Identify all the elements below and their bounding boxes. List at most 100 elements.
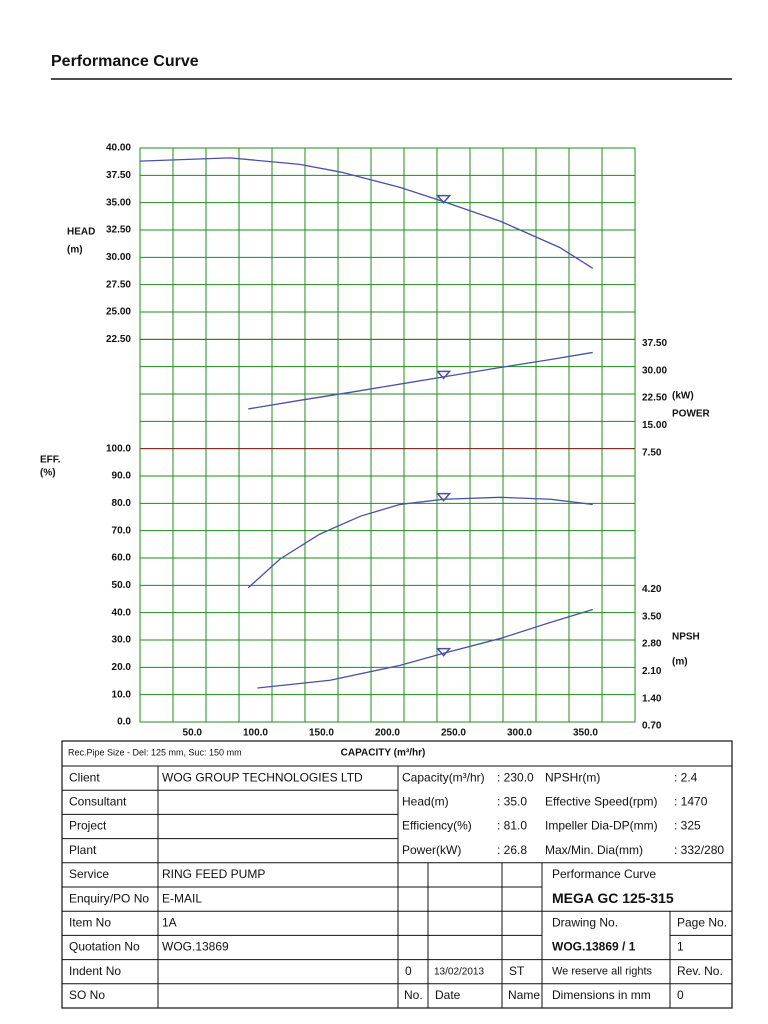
y-tick-label: 10.0 (112, 689, 132, 700)
field-value: 1A (162, 915, 177, 929)
y-tick-label: 37.50 (106, 170, 131, 181)
field-value: WOG.13869 (162, 940, 229, 954)
y-tick-label: 50.0 (112, 580, 132, 591)
curve (247, 496, 593, 589)
field-label: Service (69, 867, 109, 881)
field-label: Client (69, 770, 100, 784)
y2-tick-label: 4.20 (642, 584, 662, 595)
y-tick-label: 27.50 (106, 279, 131, 290)
revision-entry: ST (509, 964, 525, 978)
y-tick-label: 30.00 (106, 252, 131, 263)
field-label: Item No (69, 915, 111, 929)
rated-point (435, 370, 452, 380)
duty-value: : 81.0 (497, 819, 527, 833)
chart: 40.00 37.50 35.00 32.50 30.00 27.50 25.00 22.50… (40, 143, 711, 739)
plot-frame (139, 147, 636, 723)
y2-tick-label: 1.40 (642, 693, 662, 704)
title-block-text: We reserve all rights (552, 966, 653, 978)
duty-value: : 230.0 (497, 770, 534, 784)
y-tick-label: 22.50 (106, 334, 131, 345)
title-block-text: Drawing No. (552, 915, 618, 929)
y2-tick-label: 37.50 (642, 338, 667, 349)
x-tick-label: 150.0 (309, 728, 334, 739)
pump-value: : 2.4 (674, 770, 698, 784)
axis-unit: (m) (672, 657, 688, 668)
rated-point (435, 492, 452, 502)
x-tick-label: 300.0 (507, 728, 532, 739)
curve (257, 608, 593, 689)
field-label: Enquiry/PO No (69, 891, 149, 905)
x-tick-label: 50.0 (183, 728, 203, 739)
title-block-text: Performance Curve (552, 867, 656, 881)
title-block-text: Rev. No. (677, 964, 723, 978)
y-tick-label: 70.0 (112, 525, 132, 536)
rated-point (435, 194, 452, 204)
spec-table: Rec.Pipe Size - Del: 125 mm, Suc: 150 mm… (61, 740, 733, 1009)
title-block-text: MEGA GC 125-315 (552, 890, 674, 906)
field-label: SO No (69, 988, 105, 1002)
x-tick-label: 200.0 (375, 728, 400, 739)
title-block-text: 0 (677, 988, 684, 1002)
pump-label: Effective Speed(rpm) (545, 794, 658, 808)
y-tick-label: 60.0 (112, 553, 132, 564)
y2-tick-label: 15.00 (642, 420, 667, 431)
pipe-note: Rec.Pipe Size - Del: 125 mm, Suc: 150 mm (68, 747, 242, 757)
pump-label: NPSHr(m) (545, 770, 600, 784)
field-value: RING FEED PUMP (162, 867, 265, 881)
y-tick-label: 0.0 (117, 717, 131, 728)
x-tick-label: 250.0 (441, 728, 466, 739)
y2-tick-label: 0.70 (642, 721, 662, 732)
title-block-text: WOG.13869 / 1 (552, 940, 636, 954)
pump-label: Max/Min. Dia(mm) (545, 843, 643, 857)
y-tick-label: 100.0 (106, 443, 131, 454)
table-frame (61, 740, 733, 1009)
field-label: Project (69, 819, 107, 833)
revision-entry: 13/02/2013 (434, 966, 484, 977)
revision-header: Date (435, 988, 461, 1002)
y2-tick-label: 3.50 (642, 611, 662, 622)
revision-header: No. (404, 988, 423, 1002)
y2-tick-label: 22.50 (642, 393, 667, 404)
y-tick-label: 32.50 (106, 225, 131, 236)
y2-tick-label: 2.80 (642, 639, 662, 650)
curve (248, 351, 593, 410)
y-tick-label: 20.0 (112, 662, 132, 673)
duty-label: Head(m) (402, 794, 449, 808)
y2-tick-label: 7.50 (642, 447, 662, 458)
pump-value: : 332/280 (674, 843, 724, 857)
axis-title: NPSH (672, 632, 700, 643)
title-block-text: 1 (677, 940, 684, 954)
y-tick-label: 35.00 (106, 197, 131, 208)
axis-title: POWER (672, 409, 711, 420)
field-value: WOG GROUP TECHNOLOGIES LTD (162, 770, 363, 784)
y-tick-label: 30.0 (112, 635, 132, 646)
duty-label: Power(kW) (402, 843, 461, 857)
axis-title: HEAD (67, 227, 95, 238)
y2-tick-label: 30.00 (642, 365, 667, 376)
y2-tick-label: 2.10 (642, 666, 662, 677)
title-block-text: Dimensions in mm (552, 988, 651, 1002)
page-title: Performance Curve (51, 53, 199, 70)
x-tick-label: 100.0 (243, 728, 268, 739)
field-label: Consultant (69, 794, 127, 808)
field-label: Quotation No (69, 940, 140, 954)
field-value: E-MAIL (162, 891, 202, 905)
title-block-text: Page No. (677, 915, 727, 929)
axis-unit: (m) (67, 245, 83, 256)
y-tick-label: 40.0 (112, 607, 132, 618)
pump-value: : 1470 (674, 794, 708, 808)
duty-label: Efficiency(%) (402, 819, 472, 833)
revision-header: Name (508, 988, 540, 1002)
pump-value: : 325 (674, 819, 701, 833)
y-tick-label: 40.00 (106, 143, 131, 154)
y-tick-label: 90.0 (112, 471, 132, 482)
axis-unit: (kW) (672, 391, 694, 402)
axis-title: EFF. (40, 455, 61, 466)
duty-value: : 35.0 (497, 794, 527, 808)
y-tick-label: 25.00 (106, 307, 131, 318)
field-label: Plant (69, 843, 97, 857)
pump-label: Impeller Dia-DP(mm) (545, 819, 658, 833)
field-label: Indent No (69, 964, 121, 978)
